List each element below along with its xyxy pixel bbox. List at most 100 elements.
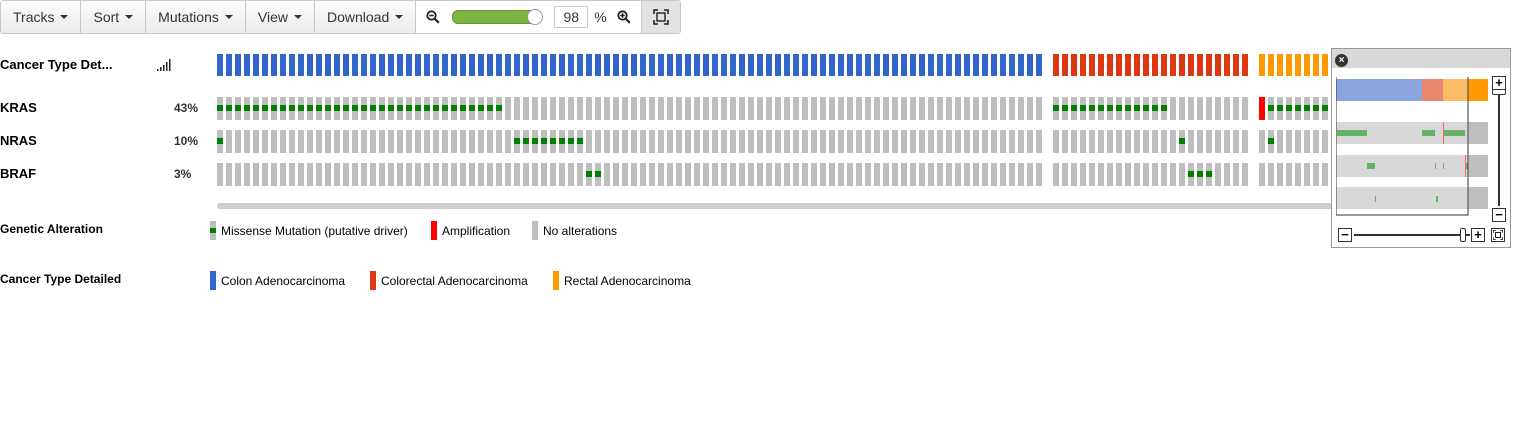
kras-missense-mark[interactable] — [298, 105, 304, 111]
nras-missense-mark[interactable] — [550, 138, 556, 144]
braf-cell[interactable] — [1116, 163, 1122, 186]
cancer-type-cell[interactable] — [1018, 54, 1024, 76]
nras-cell[interactable] — [307, 130, 313, 153]
nras-cell[interactable] — [1259, 130, 1265, 153]
nras-cell[interactable] — [1197, 130, 1203, 153]
braf-cell[interactable] — [541, 163, 547, 186]
braf-cell[interactable] — [1134, 163, 1140, 186]
kras-missense-mark[interactable] — [1062, 105, 1068, 111]
kras-missense-mark[interactable] — [415, 105, 421, 111]
cancer-type-cell[interactable] — [685, 54, 691, 76]
kras-cell[interactable] — [856, 97, 862, 120]
cancer-type-cell[interactable] — [217, 54, 223, 76]
cancer-type-cell[interactable] — [433, 54, 439, 76]
kras-cell[interactable] — [901, 97, 907, 120]
cancer-type-cell[interactable] — [901, 54, 907, 76]
cancer-type-cell[interactable] — [802, 54, 808, 76]
nras-cell[interactable] — [1313, 130, 1319, 153]
minimap-overview[interactable] — [1336, 77, 1488, 219]
kras-cell[interactable] — [811, 97, 817, 120]
braf-cell[interactable] — [1098, 163, 1104, 186]
nras-cell[interactable] — [1161, 130, 1167, 153]
nras-cell[interactable] — [460, 130, 466, 153]
nras-cell[interactable] — [298, 130, 304, 153]
nras-cell[interactable] — [586, 130, 592, 153]
cancer-type-cell[interactable] — [910, 54, 916, 76]
braf-cell[interactable] — [559, 163, 565, 186]
kras-missense-mark[interactable] — [397, 105, 403, 111]
cancer-type-cell[interactable] — [235, 54, 241, 76]
cancer-type-cell[interactable] — [1071, 54, 1077, 76]
braf-cell[interactable] — [352, 163, 358, 186]
cancer-type-cell[interactable] — [631, 54, 637, 76]
kras-cell[interactable] — [712, 97, 718, 120]
braf-cell[interactable] — [424, 163, 430, 186]
kras-missense-mark[interactable] — [442, 105, 448, 111]
cancer-type-cell[interactable] — [676, 54, 682, 76]
cancer-type-cell[interactable] — [721, 54, 727, 76]
nras-cell[interactable] — [631, 130, 637, 153]
kras-cell[interactable] — [631, 97, 637, 120]
kras-cell[interactable] — [550, 97, 556, 120]
braf-cell[interactable] — [802, 163, 808, 186]
braf-missense-mark[interactable] — [1197, 171, 1203, 177]
cancer-type-cell[interactable] — [1295, 54, 1301, 76]
kras-missense-mark[interactable] — [1053, 105, 1059, 111]
track-label-cancer-type[interactable]: Cancer Type Det... — [0, 57, 113, 72]
kras-missense-mark[interactable] — [226, 105, 232, 111]
nras-missense-mark[interactable] — [577, 138, 583, 144]
cancer-type-cell[interactable] — [1062, 54, 1068, 76]
nras-cell[interactable] — [1224, 130, 1230, 153]
kras-missense-mark[interactable] — [343, 105, 349, 111]
nras-cell[interactable] — [793, 130, 799, 153]
nras-cell[interactable] — [1242, 130, 1248, 153]
braf-cell[interactable] — [847, 163, 853, 186]
cancer-type-cell[interactable] — [424, 54, 430, 76]
kras-cell[interactable] — [793, 97, 799, 120]
nras-cell[interactable] — [1152, 130, 1158, 153]
cancer-type-cell[interactable] — [613, 54, 619, 76]
braf-cell[interactable] — [1295, 163, 1301, 186]
kras-missense-mark[interactable] — [271, 105, 277, 111]
kras-cell[interactable] — [1170, 97, 1176, 120]
braf-cell[interactable] — [955, 163, 961, 186]
cancer-type-cell[interactable] — [793, 54, 799, 76]
cancer-type-cell[interactable] — [829, 54, 835, 76]
kras-cell[interactable] — [1018, 97, 1024, 120]
kras-cell[interactable] — [721, 97, 727, 120]
braf-cell[interactable] — [685, 163, 691, 186]
braf-cell[interactable] — [883, 163, 889, 186]
cancer-type-cell[interactable] — [1116, 54, 1122, 76]
download-dropdown-button[interactable]: Download — [314, 1, 417, 33]
kras-cell[interactable] — [982, 97, 988, 120]
cancer-type-cell[interactable] — [1134, 54, 1140, 76]
kras-cell[interactable] — [802, 97, 808, 120]
braf-cell[interactable] — [775, 163, 781, 186]
nras-cell[interactable] — [487, 130, 493, 153]
cancer-type-cell[interactable] — [325, 54, 331, 76]
kras-missense-mark[interactable] — [280, 105, 286, 111]
kras-cell[interactable] — [1036, 97, 1042, 120]
braf-cell[interactable] — [793, 163, 799, 186]
cancer-type-cell[interactable] — [1277, 54, 1283, 76]
zoom-in-icon[interactable] — [615, 8, 633, 26]
nras-cell[interactable] — [622, 130, 628, 153]
cancer-type-cell[interactable] — [550, 54, 556, 76]
kras-missense-mark[interactable] — [289, 105, 295, 111]
cancer-type-cell[interactable] — [298, 54, 304, 76]
braf-cell[interactable] — [676, 163, 682, 186]
kras-missense-mark[interactable] — [478, 105, 484, 111]
nras-cell[interactable] — [1000, 130, 1006, 153]
kras-missense-mark[interactable] — [1107, 105, 1113, 111]
braf-cell[interactable] — [217, 163, 223, 186]
kras-cell[interactable] — [1009, 97, 1015, 120]
kras-missense-mark[interactable] — [1322, 105, 1328, 111]
kras-cell[interactable] — [910, 97, 916, 120]
nras-cell[interactable] — [406, 130, 412, 153]
cancer-type-cell[interactable] — [1242, 54, 1248, 76]
nras-cell[interactable] — [973, 130, 979, 153]
nras-cell[interactable] — [1143, 130, 1149, 153]
cancer-type-cell[interactable] — [883, 54, 889, 76]
braf-cell[interactable] — [505, 163, 511, 186]
braf-cell[interactable] — [1259, 163, 1265, 186]
